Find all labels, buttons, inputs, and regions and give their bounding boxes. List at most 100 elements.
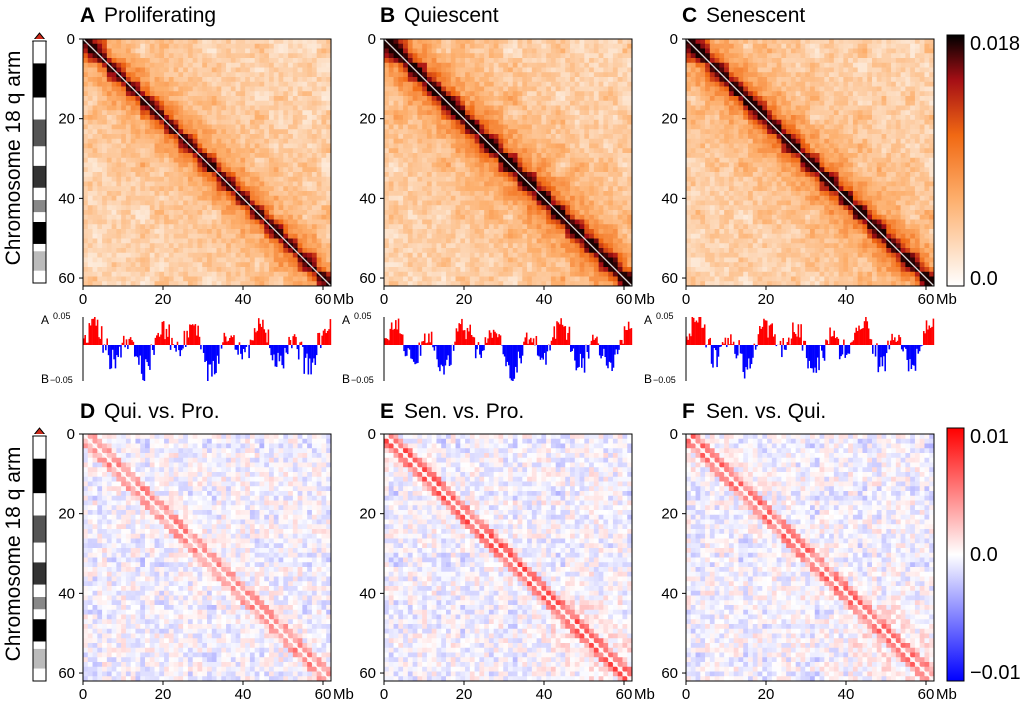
heatmap-cell [283, 167, 289, 173]
heatmap-cell [474, 205, 480, 211]
heatmap-cell [384, 229, 390, 235]
heatmap-cell [278, 281, 284, 287]
heatmap-cell [403, 176, 409, 182]
heatmap-cell [531, 200, 537, 206]
heatmap-cell [546, 229, 552, 235]
heatmap-cell [202, 115, 208, 121]
heatmap-cell [264, 186, 270, 192]
heatmap-cell [130, 129, 136, 135]
heatmap-cell [407, 96, 413, 102]
heatmap-cell [83, 191, 89, 197]
heatmap-cell [221, 172, 227, 178]
heatmap-cell [465, 153, 471, 159]
heatmap-cell [460, 224, 466, 230]
heatmap-cell [121, 200, 127, 206]
heatmap-cell [297, 191, 303, 197]
heatmap-cell [436, 210, 442, 216]
heatmap-cell [474, 210, 480, 216]
heatmap-cell [230, 124, 236, 130]
heatmap-cell [517, 39, 523, 45]
heatmap-cell [536, 229, 542, 235]
heatmap-cell [125, 281, 131, 287]
heatmap-cell [168, 157, 174, 163]
heatmap-cell [168, 72, 174, 78]
heatmap-cell [207, 105, 213, 111]
heatmap-cell [422, 105, 428, 111]
heatmap-cell [178, 53, 184, 59]
heatmap-cell [403, 162, 409, 168]
heatmap-cell [484, 77, 490, 83]
heatmap-cell [560, 186, 566, 192]
heatmap-cell [598, 53, 604, 59]
heatmap-cell [187, 72, 193, 78]
heatmap-cell [508, 43, 514, 49]
heatmap-cell [531, 157, 537, 163]
heatmap-cell [321, 153, 327, 159]
heatmap-cell [135, 72, 141, 78]
heatmap-cell [269, 172, 275, 178]
heatmap-cell [102, 214, 108, 220]
heatmap-cell [627, 119, 633, 125]
heatmap-cell [249, 115, 255, 121]
heatmap-cell [407, 138, 413, 144]
heatmap-cell [436, 39, 442, 45]
heatmap-cell [469, 138, 475, 144]
heatmap-cell [316, 39, 322, 45]
heatmap-cell [326, 176, 332, 182]
heatmap-cell [612, 138, 618, 144]
heatmap-cell [388, 110, 394, 116]
heatmap-cell [393, 53, 399, 59]
heatmap-cell [455, 96, 461, 102]
heatmap-cell [111, 195, 117, 201]
heatmap-cell [168, 134, 174, 140]
heatmap-cell [102, 43, 108, 49]
heatmap-cell [388, 62, 394, 68]
heatmap-cell [503, 167, 509, 173]
heatmap-cell [121, 72, 127, 78]
heatmap-cell [264, 252, 270, 258]
heatmap-cell [598, 48, 604, 54]
heatmap-cell [173, 91, 179, 97]
heatmap-cell [417, 39, 423, 45]
heatmap-cell [574, 58, 580, 64]
heatmap-cell [140, 210, 146, 216]
heatmap-cell [446, 153, 452, 159]
heatmap-cell [570, 181, 576, 187]
heatmap-cell [125, 262, 131, 268]
heatmap-cell [140, 48, 146, 54]
heatmap-cell [316, 200, 322, 206]
heatmap-cell [92, 157, 98, 163]
heatmap-cell [97, 219, 103, 225]
heatmap-cell [617, 229, 623, 235]
heatmap-cell [508, 238, 514, 244]
heatmap-cell [164, 276, 170, 282]
heatmap-cell [278, 77, 284, 83]
heatmap-cell [388, 229, 394, 235]
heatmap-cell [508, 233, 514, 239]
heatmap-cell [484, 115, 490, 121]
heatmap-cell [465, 48, 471, 54]
heatmap-cell [398, 143, 404, 149]
heatmap-cell [612, 115, 618, 121]
y-tick-label: 0 [67, 31, 75, 48]
heatmap-cell [422, 62, 428, 68]
heatmap-cell [417, 191, 423, 197]
heatmap-cell [570, 191, 576, 197]
heatmap-cell [450, 58, 456, 64]
heatmap-cell [550, 58, 556, 64]
heatmap-cell [479, 86, 485, 92]
heatmap-cell [446, 67, 452, 73]
heatmap-cell [474, 157, 480, 163]
heatmap-cell [622, 195, 628, 201]
heatmap-cell [288, 43, 294, 49]
heatmap-cell [87, 153, 93, 159]
heatmap-cell [574, 205, 580, 211]
heatmap-cell [297, 219, 303, 225]
heatmap-cell [522, 214, 528, 220]
heatmap-cell [455, 186, 461, 192]
heatmap-cell [297, 224, 303, 230]
heatmap-cell [302, 229, 308, 235]
heatmap-cell [311, 205, 317, 211]
heatmap-cell [297, 167, 303, 173]
heatmap-cell [388, 224, 394, 230]
